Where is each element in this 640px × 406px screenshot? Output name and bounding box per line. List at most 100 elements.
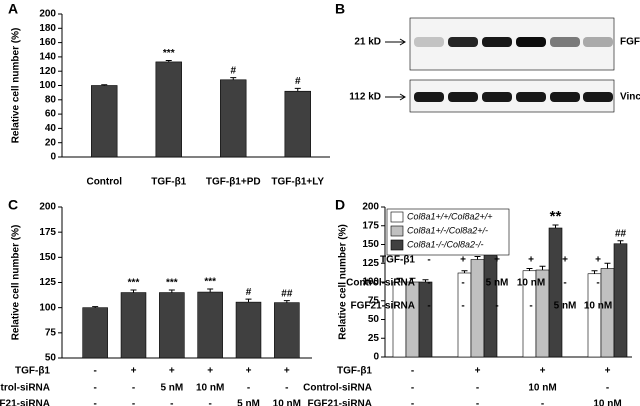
condition-value: + — [207, 366, 213, 377]
condition-value: - — [93, 399, 96, 406]
condition-value: + — [284, 366, 290, 377]
y-tick-label: 200 — [39, 9, 56, 20]
bar — [91, 85, 118, 158]
blot-band — [516, 92, 546, 102]
bar — [548, 227, 563, 358]
x-tick-label: TGF-β1+LY — [271, 177, 324, 188]
bar — [155, 61, 182, 158]
significance-mark: # — [246, 287, 252, 298]
blot-band — [448, 92, 478, 102]
band-arrow — [385, 38, 406, 46]
significance-mark: ## — [615, 228, 627, 239]
condition-value: - — [461, 278, 464, 289]
y-tick-label: 100 — [362, 277, 379, 288]
condition-value: - — [541, 399, 544, 406]
blot-band — [482, 92, 512, 102]
condition-value: - — [427, 278, 430, 289]
bar — [274, 302, 300, 359]
bar — [470, 259, 485, 358]
significance-mark: ** — [550, 208, 562, 225]
condition-value: - — [476, 399, 479, 406]
y-tick-label: 50 — [45, 353, 57, 364]
bar — [392, 281, 407, 358]
condition-value: - — [495, 301, 498, 312]
significance-mark: *** — [128, 278, 140, 289]
condition-value: - — [427, 255, 430, 266]
condition-value: 5 nM — [237, 399, 260, 406]
condition-value: 10 nM — [584, 301, 612, 312]
y-tick-label: 80 — [45, 94, 57, 105]
significance-mark: ## — [281, 288, 293, 299]
blot-band — [516, 37, 546, 47]
legend-swatch — [390, 225, 404, 237]
blot-band — [414, 92, 444, 102]
condition-value: + — [540, 366, 546, 377]
condition-value: - — [461, 301, 464, 312]
y-tick-label: 75 — [368, 295, 380, 306]
error-bar — [604, 262, 611, 269]
error-bar — [409, 277, 416, 282]
y-tick-label: 125 — [362, 258, 379, 269]
condition-label: TGF-β1 — [337, 366, 372, 377]
band-size: 112 kD — [349, 92, 381, 103]
y-tick-label: 75 — [45, 327, 57, 338]
y-tick-label: 60 — [45, 109, 57, 120]
condition-value: - — [411, 399, 414, 406]
condition-value: + — [131, 366, 137, 377]
bar — [197, 291, 223, 359]
bar — [235, 301, 262, 359]
condition-label: FGF21-siRNA — [0, 399, 50, 406]
condition-value: - — [529, 301, 532, 312]
error-bar — [461, 270, 468, 273]
legend-swatch — [390, 211, 404, 223]
legend-swatch — [390, 239, 404, 251]
condition-value: - — [170, 399, 173, 406]
y-tick-label: 100 — [39, 302, 56, 313]
y-tick-label: 150 — [39, 252, 56, 263]
error-bar — [591, 270, 598, 274]
blot-band — [414, 37, 444, 47]
condition-value: 5 nM — [486, 278, 509, 289]
y-tick-label: 125 — [39, 277, 56, 288]
x-tick-label: Control — [86, 177, 122, 188]
legend-label: Col8a1-/-/Col8a2-/- — [407, 239, 484, 249]
x-tick-label: TGF-β1 — [151, 177, 186, 188]
y-axis-label: Relative cell number (%) — [11, 28, 22, 144]
condition-value: + — [246, 366, 252, 377]
significance-mark: *** — [204, 277, 216, 288]
band-size: 21 kD — [354, 37, 381, 48]
blot-band — [482, 37, 512, 47]
bar — [613, 243, 628, 358]
error-bar — [474, 256, 481, 260]
error-bar — [207, 288, 214, 293]
y-tick-label: 25 — [368, 333, 380, 344]
condition-value: + — [562, 255, 568, 266]
condition-value: - — [427, 301, 430, 312]
y-tick-label: 200 — [39, 202, 56, 213]
bar — [220, 79, 247, 158]
blot-frame — [409, 17, 615, 71]
bar — [418, 281, 433, 358]
panel-label: A — [8, 1, 18, 17]
legend-label: Col8a1+/-/Col8a2+/- — [407, 225, 488, 235]
error-bar — [165, 59, 172, 62]
error-bar — [245, 298, 252, 303]
band-arrow — [385, 93, 406, 101]
panel-label: B — [335, 1, 345, 17]
condition-label: FGF21-siRNA — [351, 301, 415, 312]
significance-mark: # — [230, 65, 236, 76]
condition-value: - — [606, 383, 609, 394]
y-tick-label: 175 — [39, 227, 56, 238]
error-bar — [539, 265, 546, 270]
y-axis-label: Relative cell number (%) — [338, 224, 349, 340]
y-tick-label: 40 — [45, 123, 57, 134]
error-bar — [526, 268, 533, 271]
condition-value: + — [169, 366, 175, 377]
condition-value: + — [595, 255, 601, 266]
significance-mark: # — [295, 76, 301, 87]
bar — [405, 281, 420, 358]
band-name: Vinculin — [620, 92, 640, 103]
significance-mark: *** — [163, 48, 175, 59]
y-tick-label: 180 — [39, 23, 56, 34]
